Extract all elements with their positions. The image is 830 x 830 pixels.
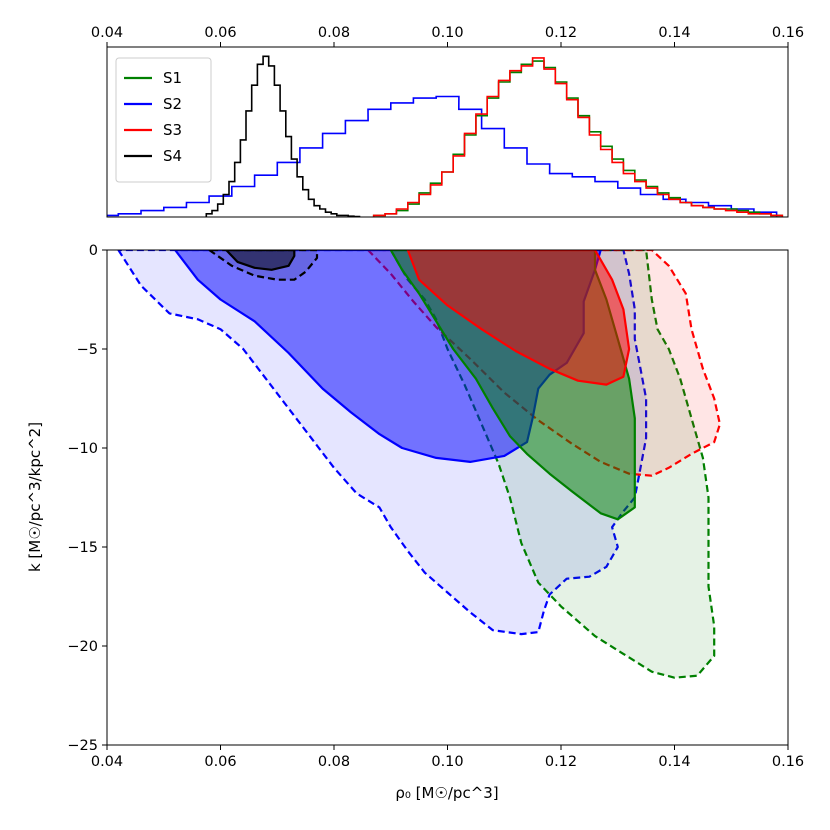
y-tick-label: −15 bbox=[67, 540, 98, 556]
y-tick-label: −5 bbox=[77, 342, 98, 358]
histogram-series-group bbox=[107, 55, 784, 217]
hist-x-tick-label: 0.16 bbox=[772, 25, 804, 41]
x-axis-label: ρ₀ [M☉/pc^3] bbox=[395, 784, 498, 802]
contour-s3-inner bbox=[406, 250, 631, 386]
legend-box bbox=[115, 57, 212, 183]
x-tick-label: 0.14 bbox=[658, 754, 690, 770]
y-axis-label: k [M☉/pc^3/kpc^2] bbox=[26, 422, 44, 572]
hist-x-tick-label: 0.14 bbox=[658, 25, 690, 41]
contour-x-ticks: 0.04 0.06 0.08 0.10 0.12 0.14 0.16 bbox=[91, 745, 804, 770]
x-tick-label: 0.04 bbox=[91, 754, 123, 770]
y-tick-label: −20 bbox=[67, 639, 98, 655]
legend-label-s4: S4 bbox=[163, 147, 182, 165]
contour-series-group bbox=[117, 250, 721, 679]
hist-x-tick-label: 0.12 bbox=[545, 25, 577, 41]
marginal-histogram-panel: 0.04 0.06 0.08 0.10 0.12 0.14 0.16 S1 S2 S3 S4 bbox=[91, 25, 804, 218]
histogram-s2 bbox=[107, 95, 778, 217]
y-tick-label: 0 bbox=[89, 243, 98, 259]
contour-y-ticks: 0 −5 −10 −15 −20 −25 bbox=[67, 243, 107, 754]
x-tick-label: 0.16 bbox=[772, 754, 804, 770]
hist-x-tick-label: 0.04 bbox=[91, 25, 123, 41]
legend-label-s2: S2 bbox=[163, 95, 182, 113]
hist-x-tick-label: 0.10 bbox=[431, 25, 463, 41]
legend-label-s3: S3 bbox=[163, 121, 182, 139]
x-tick-label: 0.10 bbox=[431, 754, 463, 770]
histogram-s4 bbox=[205, 55, 361, 217]
legend-label-s1: S1 bbox=[163, 69, 182, 87]
x-tick-label: 0.06 bbox=[204, 754, 236, 770]
hist-x-tick-label: 0.06 bbox=[204, 25, 236, 41]
histogram-x-ticks: 0.04 0.06 0.08 0.10 0.12 0.14 0.16 bbox=[91, 25, 804, 47]
legend: S1 S2 S3 S4 bbox=[115, 57, 212, 183]
y-tick-label: −25 bbox=[67, 738, 98, 754]
y-tick-label: −10 bbox=[67, 441, 98, 457]
histogram-s3 bbox=[372, 57, 784, 217]
hist-x-tick-label: 0.08 bbox=[318, 25, 350, 41]
contour-s4-inner bbox=[225, 250, 296, 271]
x-tick-label: 0.08 bbox=[318, 754, 350, 770]
contour-panel: 0.04 0.06 0.08 0.10 0.12 0.14 0.16 0 −5 −10 −15 −2… bbox=[26, 243, 804, 802]
x-tick-label: 0.12 bbox=[545, 754, 577, 770]
